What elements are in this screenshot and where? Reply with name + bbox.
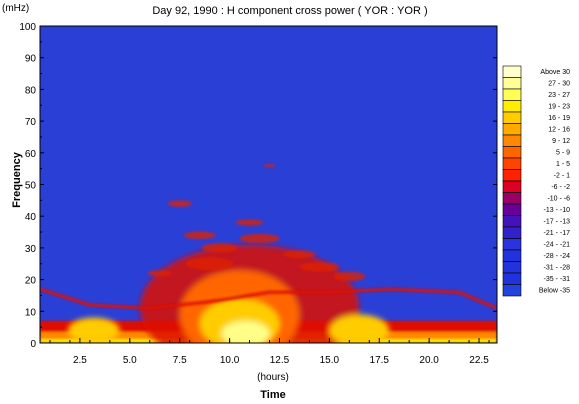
legend-label: 23 - 27 xyxy=(548,92,570,99)
legend-label: -28 - -24 xyxy=(544,253,571,260)
color-legend: Above 30 27 - 30 23 - 27 19 - 23 16 - 19 12 -… xyxy=(502,65,571,297)
legend-label: 16 - 19 xyxy=(548,115,570,122)
x-tick-label: 22.5 xyxy=(469,355,489,366)
legend-label: Below -35 xyxy=(539,288,570,295)
legend-label: -6 - -2 xyxy=(551,184,570,191)
legend-swatch xyxy=(502,65,522,78)
y-tick-label: 80 xyxy=(25,85,37,96)
plot-area xyxy=(39,25,498,344)
spectral-patch xyxy=(299,262,340,272)
enhancement-core xyxy=(221,320,270,343)
legend-swatch xyxy=(502,203,522,216)
legend-label: 12 - 16 xyxy=(548,127,570,134)
y-tick-label: 0 xyxy=(30,339,36,350)
spectral-patch xyxy=(283,250,316,259)
spectral-patch xyxy=(239,233,280,244)
spectral-patch xyxy=(167,200,192,207)
legend-swatch xyxy=(502,261,522,274)
spectral-patch xyxy=(333,271,366,282)
x-tick-label: 15.0 xyxy=(320,355,340,366)
spectral-patch xyxy=(183,231,216,240)
y-tick-label: 40 xyxy=(25,212,37,223)
legend-label: -13 - -10 xyxy=(544,207,571,214)
y-axis-label: Frequency xyxy=(11,151,23,208)
y-tick-label: 90 xyxy=(25,54,37,65)
legend-swatch xyxy=(502,146,522,159)
y-axis: 0 10 20 30 40 50 60 70 80 90 100 xyxy=(19,22,497,350)
x-tick-label: 10.0 xyxy=(220,355,240,366)
y-tick-label: 30 xyxy=(25,244,37,255)
legend-label: 19 - 23 xyxy=(548,104,570,111)
x-tick-label: 17.5 xyxy=(370,355,390,366)
legend-label: -31 - -28 xyxy=(544,265,571,272)
legend-swatch xyxy=(502,88,522,101)
pc-band-trace xyxy=(40,287,497,310)
late-enhancement xyxy=(329,314,390,343)
early-enhancement xyxy=(67,317,120,343)
legend-swatch xyxy=(502,169,522,182)
legend-label: Above 30 xyxy=(540,69,570,76)
x-tick-label: 2.5 xyxy=(73,355,87,366)
y-tick-label: 20 xyxy=(25,276,37,287)
legend-swatch xyxy=(502,272,522,285)
spectral-patch xyxy=(201,243,238,253)
legend-swatch xyxy=(502,226,522,239)
high-frequency-patches xyxy=(147,163,366,282)
x-axis-label: Time xyxy=(260,389,285,401)
x-tick-label: 12.5 xyxy=(270,355,290,366)
y-tick-label: 100 xyxy=(19,22,36,33)
legend-swatch xyxy=(502,284,522,297)
legend-swatch xyxy=(502,157,522,170)
legend-swatch xyxy=(502,215,522,228)
y-tick-label: 60 xyxy=(25,149,37,160)
legend-label: -10 - -6 xyxy=(547,196,570,203)
legend-label: 5 - 9 xyxy=(556,150,570,157)
legend-swatch xyxy=(502,192,522,205)
chart-title: Day 92, 1990 : H component cross power (… xyxy=(152,5,427,17)
y-tick-label: 70 xyxy=(25,117,37,128)
legend-swatch xyxy=(502,111,522,124)
legend-label: -17 - -13 xyxy=(544,219,571,226)
spectral-patch xyxy=(235,219,264,226)
legend-label: -2 - 1 xyxy=(554,173,570,180)
spectral-patch xyxy=(185,257,234,271)
legend-label: 1 - 5 xyxy=(556,161,570,168)
legend-swatch xyxy=(502,134,522,147)
spectral-features xyxy=(40,163,497,343)
legend-swatch xyxy=(502,123,522,136)
legend-swatch xyxy=(502,238,522,251)
spectral-patch xyxy=(263,163,276,168)
x-tick-label: 5.0 xyxy=(123,355,137,366)
legend-label: -24 - -21 xyxy=(544,242,571,249)
x-tick-label: 20.0 xyxy=(419,355,439,366)
legend-label: 27 - 30 xyxy=(548,81,570,88)
legend-label: -35 - -31 xyxy=(544,276,571,283)
legend-swatch xyxy=(502,77,522,90)
y-tick-label: 50 xyxy=(25,181,37,192)
y-tick-label: 10 xyxy=(25,307,37,318)
legend-label: -21 - -17 xyxy=(544,230,571,237)
legend-swatch xyxy=(502,249,522,262)
x-axis: 2.5 5.0 7.5 10.0 12.5 15.0 17.5 20.0 22.5 xyxy=(49,338,490,366)
legend-swatch xyxy=(502,100,522,113)
x-unit-label: (hours) xyxy=(257,372,289,383)
spectral-patch xyxy=(147,270,172,277)
legend-swatch xyxy=(502,180,522,193)
x-tick-label: 7.5 xyxy=(173,355,187,366)
legend-label: 9 - 12 xyxy=(552,138,570,145)
y-unit-label: (mHz) xyxy=(2,3,29,14)
